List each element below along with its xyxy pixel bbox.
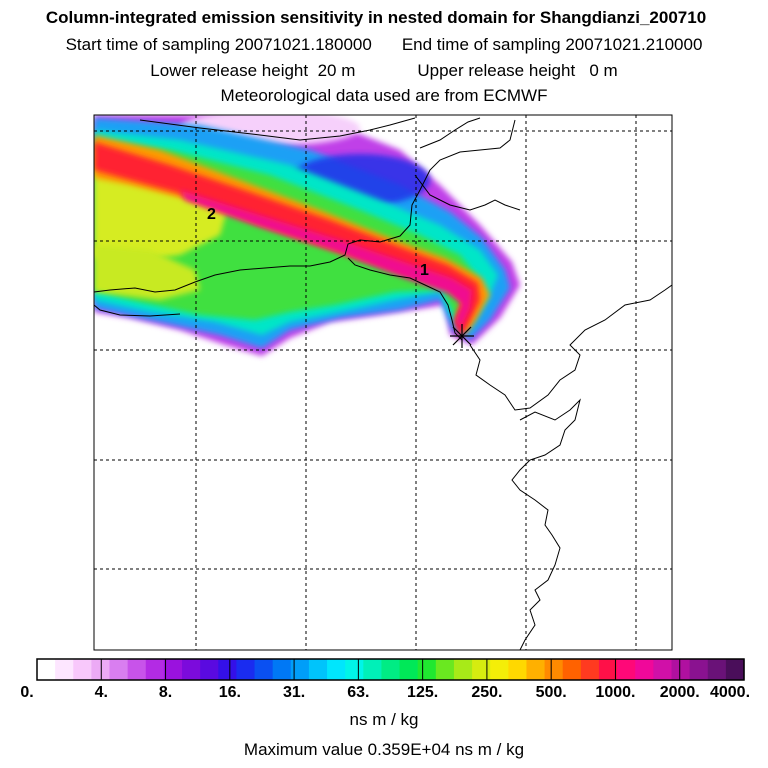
chart-title: Column-integrated emission sensitivity i… <box>45 8 707 27</box>
colorbar-tick-label: 16. <box>218 684 241 701</box>
receptor-label-1: 1 <box>420 262 429 279</box>
colorbar-swatch <box>544 659 564 680</box>
upper-label: Upper release height <box>417 61 576 80</box>
map-frame <box>93 114 673 651</box>
colorbar-swatch <box>508 659 528 680</box>
colorbar-swatch <box>254 659 274 680</box>
colorbar-swatch <box>725 659 745 680</box>
colorbar-swatch <box>91 659 111 680</box>
colorbar-tick-label: 4. <box>94 684 108 701</box>
colorbar-swatch <box>671 659 691 680</box>
colorbar-swatch <box>417 659 437 680</box>
receptor-label-2: 2 <box>207 206 216 223</box>
colorbar-swatch <box>562 659 582 680</box>
colorbar-tick-label: 4000. <box>709 684 751 701</box>
met-data-line: Meteorological data used are from ECMWF <box>220 86 548 105</box>
colorbar-tick-label: 250. <box>471 684 503 701</box>
colorbar-tick-label: 2000. <box>659 684 700 701</box>
colorbar-swatch <box>182 659 201 680</box>
end-label: End time of sampling <box>401 35 561 54</box>
colorbar-swatch <box>163 659 183 680</box>
colorbar-swatch <box>145 659 165 680</box>
colorbar-swatch <box>435 659 455 680</box>
colorbar-swatch <box>37 659 56 680</box>
colorbar-swatch <box>490 659 509 680</box>
end-value: 20071021.210000 <box>565 35 703 54</box>
colorbar-swatch <box>689 659 709 680</box>
colorbar-swatch <box>707 659 727 680</box>
plume-field <box>94 115 520 356</box>
start-label: Start time of sampling <box>65 35 230 54</box>
grid <box>94 115 672 650</box>
colorbar-tick-label: 63. <box>347 684 370 701</box>
release-heights: Lower release height 20 m Upper release h… <box>0 61 768 81</box>
colorbar-swatch <box>580 659 600 680</box>
colorbar-swatch <box>453 659 473 680</box>
sampling-times: Start time of sampling 20071021.180000 En… <box>0 35 768 55</box>
colorbar-swatch <box>109 659 129 680</box>
colorbar-swatch <box>73 659 92 680</box>
lower-label: Lower release height <box>150 61 309 80</box>
colorbar <box>37 659 745 680</box>
colorbar-tick-label: 8. <box>158 684 173 701</box>
colorbar-swatch <box>381 659 401 680</box>
colorbar-swatch <box>472 659 491 680</box>
max-value-text: Maximum value 0.359E+04 ns m / kg <box>243 740 525 759</box>
colorbar-swatch <box>127 659 147 680</box>
colorbar-tick-label: 125. <box>407 684 439 701</box>
colorbar-swatch <box>617 659 636 680</box>
colorbar-swatch <box>363 659 383 680</box>
colorbar-swatch <box>290 659 310 680</box>
colorbar-swatch <box>327 659 346 680</box>
colorbar-swatch <box>345 659 364 680</box>
colorbar-swatch <box>635 659 654 680</box>
colorbar-units: ns m / kg <box>349 710 419 729</box>
receptor-star-icon <box>450 324 474 348</box>
colorbar-swatch <box>218 659 238 680</box>
colorbar-tick-label: 1000. <box>595 684 636 701</box>
lower-value: 20 m <box>317 61 356 80</box>
colorbar-swatch <box>308 659 328 680</box>
colorbar-swatch <box>399 659 419 680</box>
colorbar-swatch <box>598 659 618 680</box>
colorbar-swatch <box>55 659 74 680</box>
colorbar-swatch <box>236 659 256 680</box>
colorbar-swatch <box>653 659 673 680</box>
colorbar-swatch <box>526 659 546 680</box>
colorbar-swatch <box>272 659 292 680</box>
colorbar-tick-label: 31. <box>282 684 306 701</box>
start-value: 20071021.180000 <box>234 35 372 54</box>
colorbar-swatch <box>200 659 219 680</box>
colorbar-frame <box>36 658 745 681</box>
colorbar-tick-label: 500. <box>535 684 567 701</box>
upper-value: 0 m <box>589 61 618 80</box>
colorbar-tick-label: 0. <box>20 684 34 701</box>
coastlines <box>94 117 672 650</box>
